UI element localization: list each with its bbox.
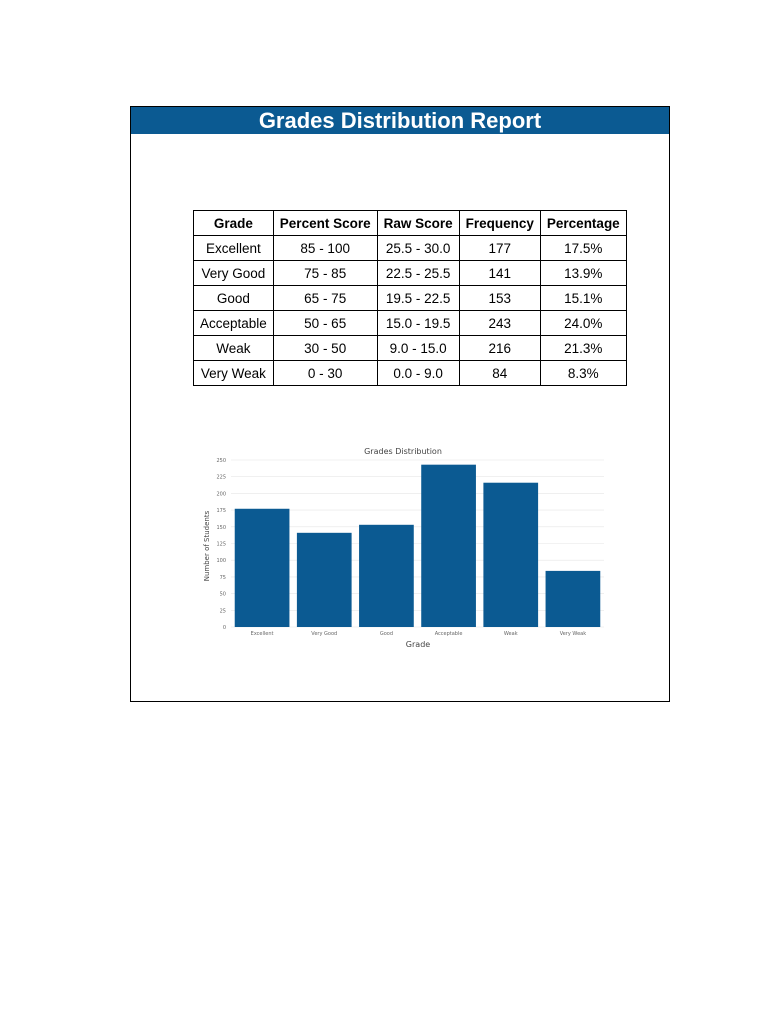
chart-gridlines xyxy=(231,459,604,628)
cell-grade: Very Good xyxy=(193,260,274,286)
cell-frequency: 84 xyxy=(458,360,541,386)
cell-grade: Very Weak xyxy=(193,360,274,386)
header-raw-score: Raw Score xyxy=(376,210,460,236)
x-tick-label: Good xyxy=(380,631,393,637)
cell-raw-score: 22.5 - 25.5 xyxy=(376,260,460,286)
x-axis-label: Grade xyxy=(406,640,430,649)
y-tick-label: 150 xyxy=(216,525,226,531)
y-tick-label: 100 xyxy=(216,558,226,564)
cell-grade: Excellent xyxy=(193,235,274,261)
y-tick-labels: 0 25 50 75 100 125 150 175 200 225 250 xyxy=(216,458,226,631)
x-tick-label: Very Good xyxy=(311,631,337,637)
table-row: Acceptable 50 - 65 15.0 - 19.5 243 24.0% xyxy=(193,310,627,336)
table-row: Excellent 85 - 100 25.5 - 30.0 177 17.5% xyxy=(193,235,627,261)
header-frequency: Frequency xyxy=(458,210,541,236)
cell-raw-score: 15.0 - 19.5 xyxy=(376,310,460,336)
table-header-row: Grade Percent Score Raw Score Frequency … xyxy=(193,210,627,236)
y-tick-label: 250 xyxy=(216,458,226,464)
x-tick-label: Acceptable xyxy=(435,631,463,637)
bar-very-weak xyxy=(545,570,601,627)
cell-frequency: 243 xyxy=(458,310,541,336)
grades-chart-svg: Grades Distribution 0 25 50 75 100 125 150 175 2… xyxy=(203,447,604,649)
grades-chart: Grades Distribution 0 25 50 75 100 125 150 175 2… xyxy=(190,443,610,655)
x-tick-label: Weak xyxy=(504,631,518,637)
chart-title: Grades Distribution xyxy=(364,447,442,456)
x-tick-label: Excellent xyxy=(251,631,274,637)
cell-percentage: 24.0% xyxy=(539,310,627,336)
header-percent-score: Percent Score xyxy=(272,210,378,236)
cell-percentage: 21.3% xyxy=(539,335,627,361)
report-frame: Grades Distribution Report Grade Percent… xyxy=(130,106,670,702)
table-row: Very Weak 0 - 30 0.0 - 9.0 84 8.3% xyxy=(193,360,627,386)
chart-bars xyxy=(234,464,601,627)
cell-frequency: 216 xyxy=(458,335,541,361)
bar-good xyxy=(359,524,414,627)
grades-table: Grade Percent Score Raw Score Frequency … xyxy=(193,210,627,386)
y-tick-label: 125 xyxy=(216,542,226,548)
cell-percentage: 8.3% xyxy=(539,360,627,386)
cell-percent-score: 0 - 30 xyxy=(272,360,378,386)
x-tick-labels: Excellent Very Good Good Acceptable Weak Very… xyxy=(251,631,587,637)
y-tick-label: 75 xyxy=(220,575,226,581)
cell-percentage: 13.9% xyxy=(539,260,627,286)
header-percentage: Percentage xyxy=(539,210,627,236)
x-tick-label: Very Weak xyxy=(560,631,587,637)
cell-frequency: 141 xyxy=(458,260,541,286)
report-title: Grades Distribution Report xyxy=(131,107,669,134)
cell-grade: Acceptable xyxy=(193,310,274,336)
cell-frequency: 177 xyxy=(458,235,541,261)
y-tick-label: 50 xyxy=(220,592,226,598)
bar-weak xyxy=(483,482,539,627)
cell-raw-score: 0.0 - 9.0 xyxy=(376,360,460,386)
y-tick-label: 200 xyxy=(216,491,226,497)
cell-percentage: 15.1% xyxy=(539,285,627,311)
cell-percent-score: 65 - 75 xyxy=(272,285,378,311)
y-tick-label: 25 xyxy=(220,608,226,614)
y-axis-label: Number of Students xyxy=(203,510,211,581)
y-tick-label: 225 xyxy=(216,475,226,481)
cell-percent-score: 30 - 50 xyxy=(272,335,378,361)
table-row: Very Good 75 - 85 22.5 - 25.5 141 13.9% xyxy=(193,260,627,286)
bar-excellent xyxy=(234,508,290,627)
table-row: Weak 30 - 50 9.0 - 15.0 216 21.3% xyxy=(193,335,627,361)
cell-percent-score: 75 - 85 xyxy=(272,260,378,286)
bar-acceptable xyxy=(421,464,476,627)
bar-very-good xyxy=(296,532,352,627)
y-tick-label: 175 xyxy=(216,508,226,514)
table-row: Good 65 - 75 19.5 - 22.5 153 15.1% xyxy=(193,285,627,311)
cell-grade: Good xyxy=(193,285,274,311)
cell-percentage: 17.5% xyxy=(539,235,627,261)
cell-raw-score: 19.5 - 22.5 xyxy=(376,285,460,311)
cell-raw-score: 9.0 - 15.0 xyxy=(376,335,460,361)
cell-grade: Weak xyxy=(193,335,274,361)
cell-raw-score: 25.5 - 30.0 xyxy=(376,235,460,261)
cell-percent-score: 85 - 100 xyxy=(272,235,378,261)
y-tick-label: 0 xyxy=(223,625,226,631)
cell-frequency: 153 xyxy=(458,285,541,311)
cell-percent-score: 50 - 65 xyxy=(272,310,378,336)
header-grade: Grade xyxy=(193,210,274,236)
